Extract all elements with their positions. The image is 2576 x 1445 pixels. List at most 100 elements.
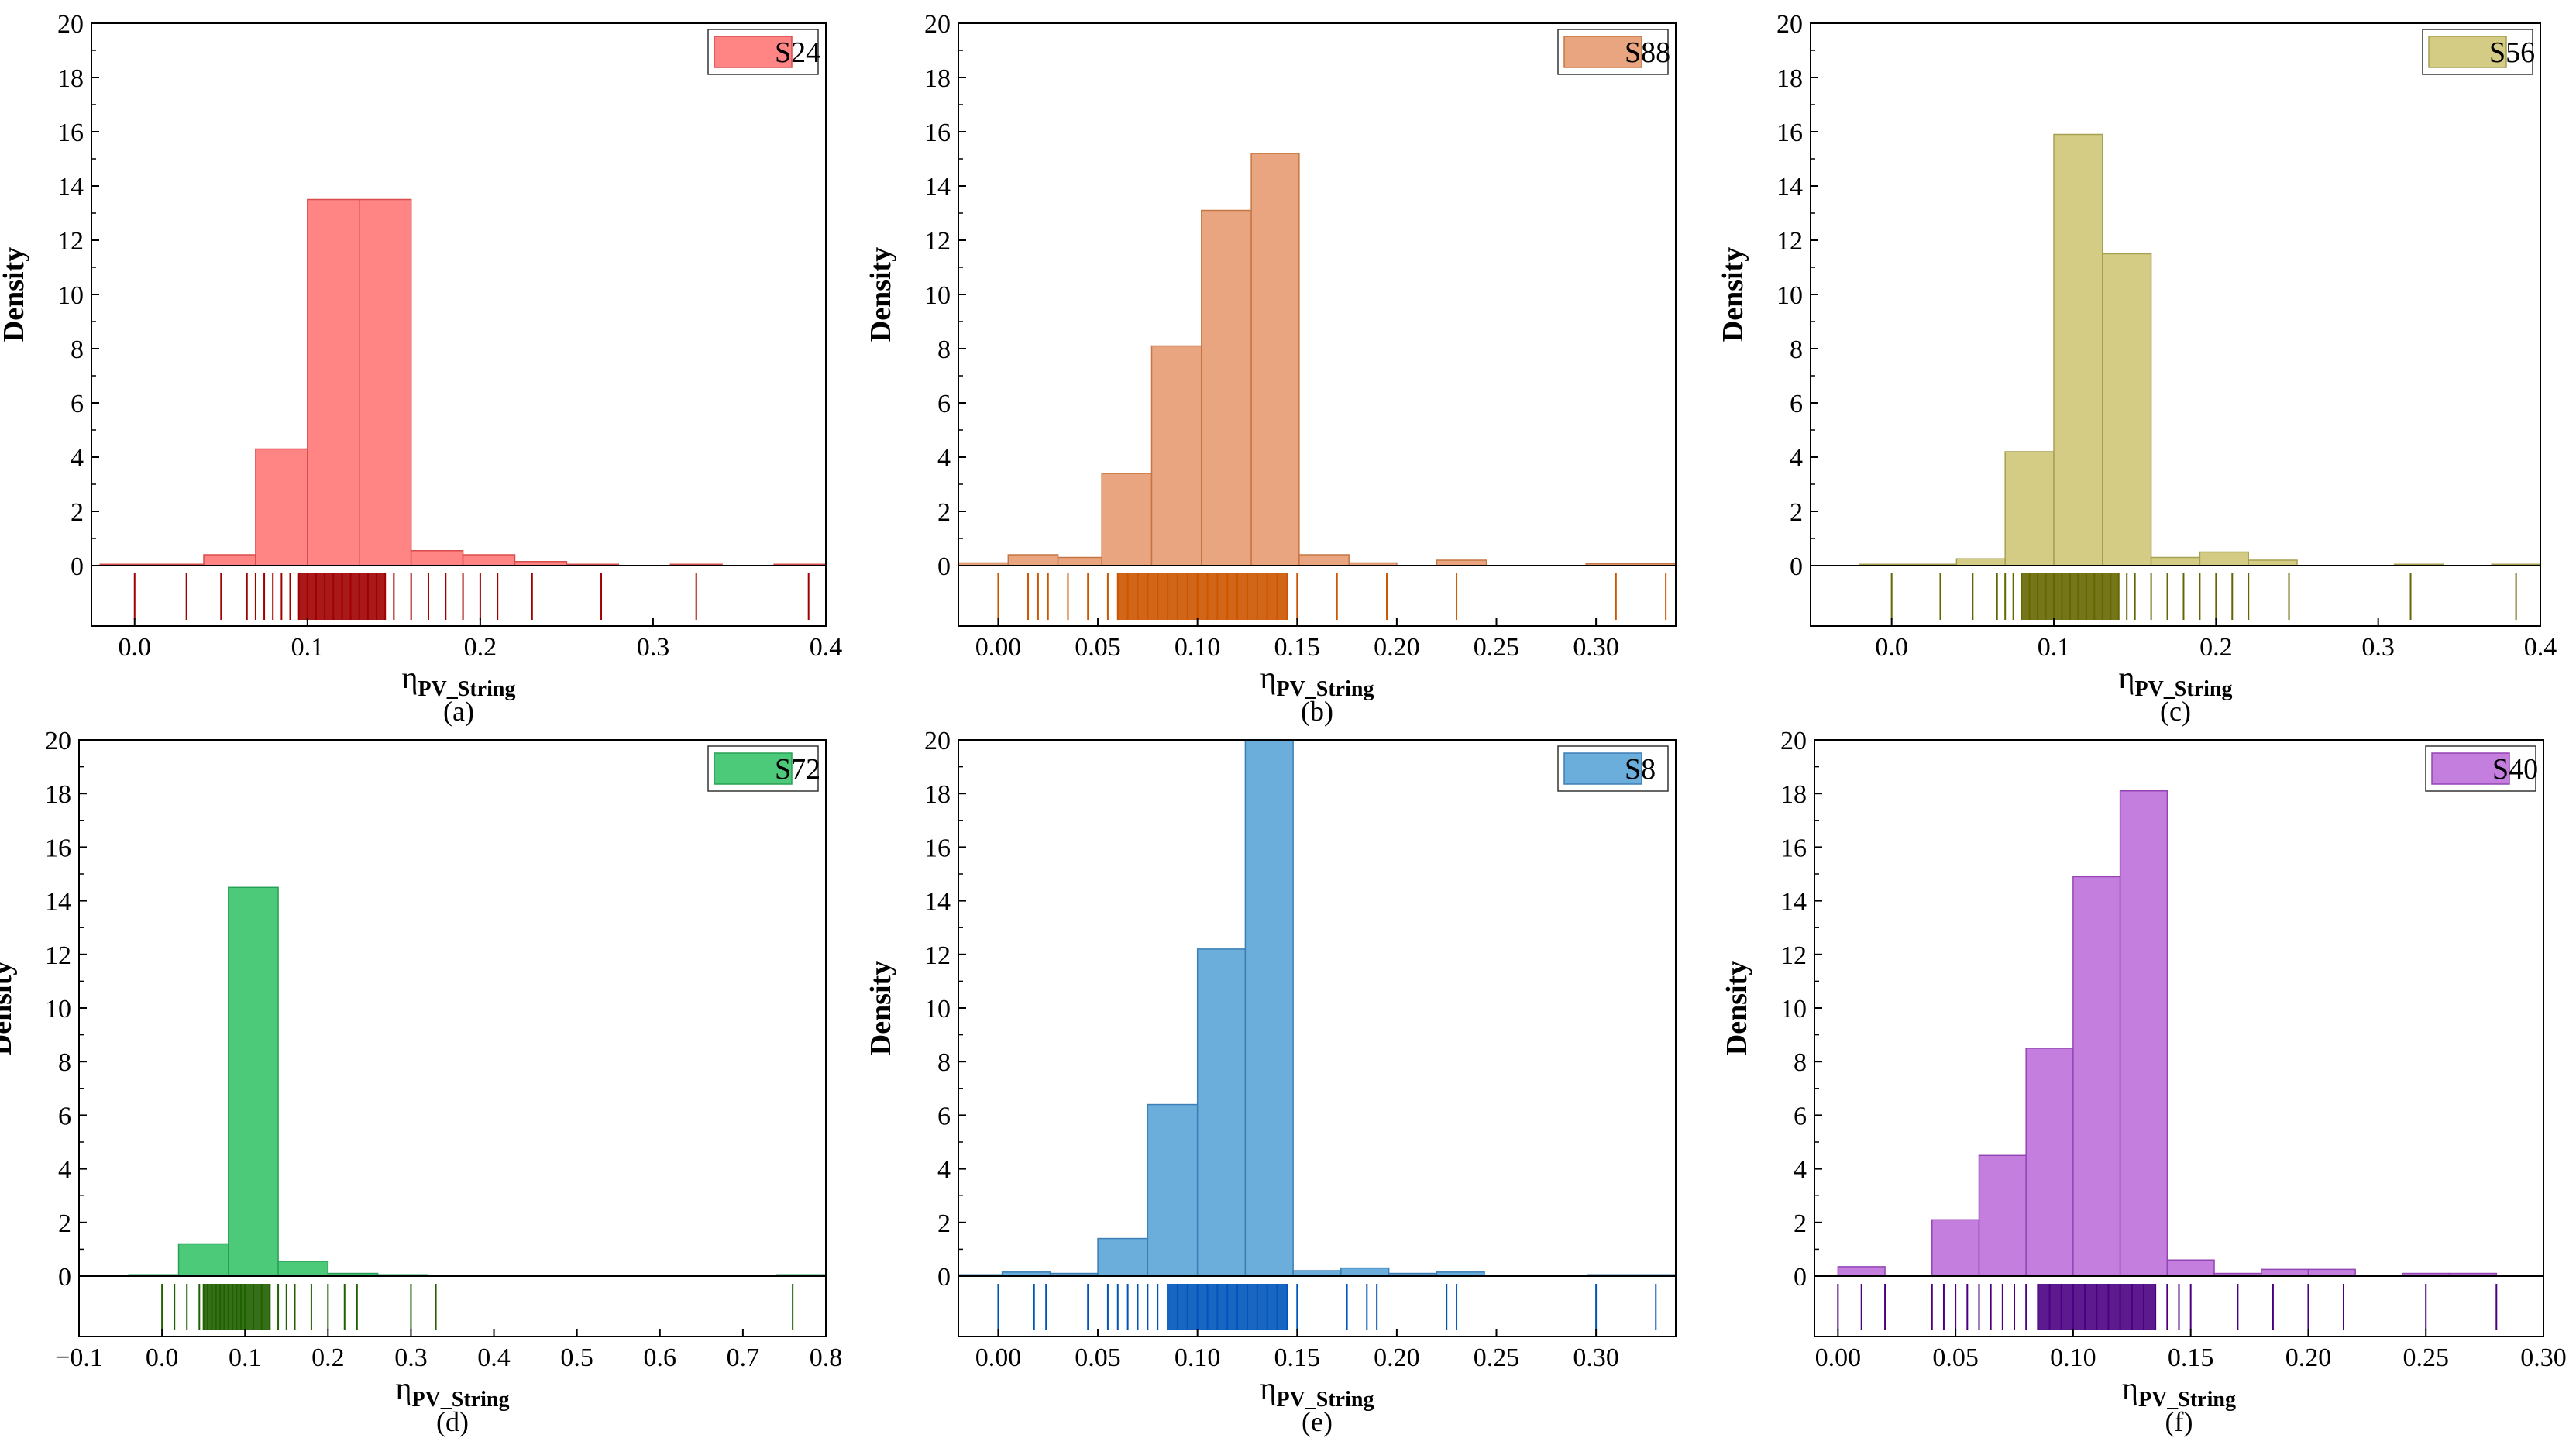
histogram-bar	[1298, 554, 1350, 566]
y-tick-label: 20	[924, 727, 951, 755]
y-axis-label: Density	[865, 247, 897, 342]
x-tick-label: 0.20	[1374, 1344, 1420, 1372]
y-tick-label: 6	[937, 1102, 951, 1130]
y-tick-label: 10	[45, 995, 71, 1024]
y-tick-label: 12	[57, 227, 84, 256]
histogram-bar	[462, 554, 516, 566]
y-tick-label: 8	[937, 1048, 951, 1077]
legend-swatch	[2428, 36, 2507, 68]
y-tick-label: 0	[937, 1263, 951, 1292]
y-tick-label: 18	[924, 64, 951, 93]
legend-label: S40	[2492, 753, 2538, 786]
plot-frame	[958, 739, 1677, 1337]
y-tick-label: 14	[1780, 888, 1807, 917]
histogram-bar	[2119, 790, 2168, 1277]
x-axis-label-subscript: PV_String	[1276, 677, 1374, 701]
plot-frame	[1814, 739, 2544, 1337]
panel-s56: 0 2 4 6 8 10 12 14 16 18 20 0.0 0.1 0.2 0.3 0.4 Density η…	[1717, 10, 2557, 727]
histogram-bar	[1150, 345, 1202, 566]
x-tick-label: 0.00	[975, 633, 1022, 662]
x-tick-label: 0.5	[560, 1344, 593, 1372]
legend-swatch	[1563, 36, 1642, 68]
x-tick-label: 0.7	[727, 1344, 760, 1372]
y-tick-label: 4	[71, 444, 84, 473]
histogram-bar	[410, 550, 464, 566]
y-tick-label: 4	[1794, 1156, 1807, 1185]
y-tick-label: 14	[45, 888, 71, 917]
y-axis-label: Density	[0, 247, 30, 342]
y-tick-label: 2	[1790, 498, 1803, 527]
y-tick-label: 18	[924, 780, 951, 809]
x-tick-label: 0.2	[2199, 633, 2233, 662]
y-tick-label: 12	[924, 227, 951, 256]
histogram-bar	[2248, 559, 2298, 566]
y-tick-label: 4	[58, 1156, 71, 1185]
panel-caption: (c)	[2160, 696, 2191, 727]
x-axis-label: ηPV_String	[402, 660, 516, 701]
panel-caption: (d)	[436, 1406, 469, 1437]
panel-s72: 0 2 4 6 8 10 12 14 16 18 20 −0.1 0.0 0.1 0.2 0.3 0.4 0.5 0…	[0, 727, 842, 1437]
y-tick-label: 0	[1794, 1263, 1807, 1292]
histogram-bar	[2260, 1268, 2309, 1277]
y-tick-label: 16	[45, 834, 71, 862]
panel-s24: 0 2 4 6 8 10 12 14 16 18 20 0.0 0.1 0.2 0.3 0.4 Density η…	[0, 10, 842, 727]
x-tick-label: 0.4	[2524, 633, 2557, 662]
legend-label: S72	[775, 753, 820, 786]
y-tick-label: 14	[924, 173, 951, 201]
y-tick-label: 2	[58, 1209, 71, 1238]
histogram-bar	[307, 198, 360, 566]
panel-s8: 0 2 4 6 8 10 12 14 16 18 20 0.00 0.05 0.10 0.15 0.20 0.2…	[865, 727, 1677, 1437]
x-tick-label: 0.10	[2050, 1344, 2096, 1372]
y-tick-label: 12	[924, 941, 951, 970]
y-tick-label: 6	[1794, 1102, 1807, 1130]
x-tick-label: 0.6	[644, 1344, 677, 1372]
y-tick-label: 14	[57, 173, 84, 201]
y-tick-label: 2	[71, 498, 84, 527]
y-tick-label: 10	[1780, 995, 1807, 1024]
x-axis-label-symbol: η	[1260, 1371, 1277, 1405]
y-tick-label: 6	[937, 390, 951, 418]
y-tick-label: 0	[58, 1263, 71, 1292]
x-tick-label: −0.1	[55, 1344, 103, 1372]
legend-label: S8	[1625, 753, 1656, 786]
y-tick-label: 18	[45, 780, 71, 809]
x-tick-label: 0.1	[229, 1344, 262, 1372]
histogram-bar	[1837, 1266, 1886, 1277]
histogram-bar	[1101, 473, 1153, 566]
y-tick-label: 4	[937, 1156, 951, 1185]
histogram-bar	[1244, 739, 1294, 1277]
histogram-bar	[2004, 451, 2055, 566]
y-tick-label: 14	[1776, 173, 1803, 201]
x-axis-label-subscript: PV_String	[1276, 1388, 1374, 1412]
y-tick-label: 10	[1776, 281, 1803, 310]
y-tick-label: 12	[1776, 227, 1803, 256]
x-axis-label: ηPV_String	[396, 1371, 510, 1412]
x-tick-label: 0.0	[119, 633, 152, 662]
x-tick-label: 0.05	[1932, 1344, 1979, 1372]
x-tick-label: 0.0	[146, 1344, 179, 1372]
x-tick-label: 0.10	[1175, 633, 1221, 662]
y-tick-label: 20	[1776, 10, 1803, 39]
x-axis-label-symbol: η	[396, 1371, 412, 1405]
x-axis-label-symbol: η	[2119, 660, 2135, 695]
histogram-bar	[277, 1261, 329, 1277]
histogram-bar	[203, 554, 256, 566]
panel-caption: (b)	[1301, 696, 1333, 727]
panel-caption: (f)	[2165, 1406, 2193, 1437]
y-axis-label: Density	[1721, 961, 1753, 1055]
y-tick-label: 18	[1776, 64, 1803, 93]
x-tick-label: 0.0	[1875, 633, 1908, 662]
y-tick-label: 0	[937, 552, 951, 581]
x-tick-label: 0.3	[394, 1344, 428, 1372]
panel-s88: 0 2 4 6 8 10 12 14 16 18 20 0.00 0.05 0.10 0.15 0.20 0.2…	[865, 10, 1677, 727]
y-tick-label: 8	[58, 1048, 71, 1077]
y-tick-label: 8	[71, 335, 84, 364]
legend-swatch	[1563, 752, 1642, 785]
histogram-bar	[1097, 1237, 1149, 1277]
x-axis-label: ηPV_String	[2122, 1371, 2236, 1412]
legend-label: S24	[775, 36, 820, 69]
histogram-bar	[2166, 1259, 2215, 1277]
x-tick-label: 0.00	[1815, 1344, 1862, 1372]
legend-swatch	[714, 36, 793, 68]
histogram-bar	[2102, 253, 2152, 566]
